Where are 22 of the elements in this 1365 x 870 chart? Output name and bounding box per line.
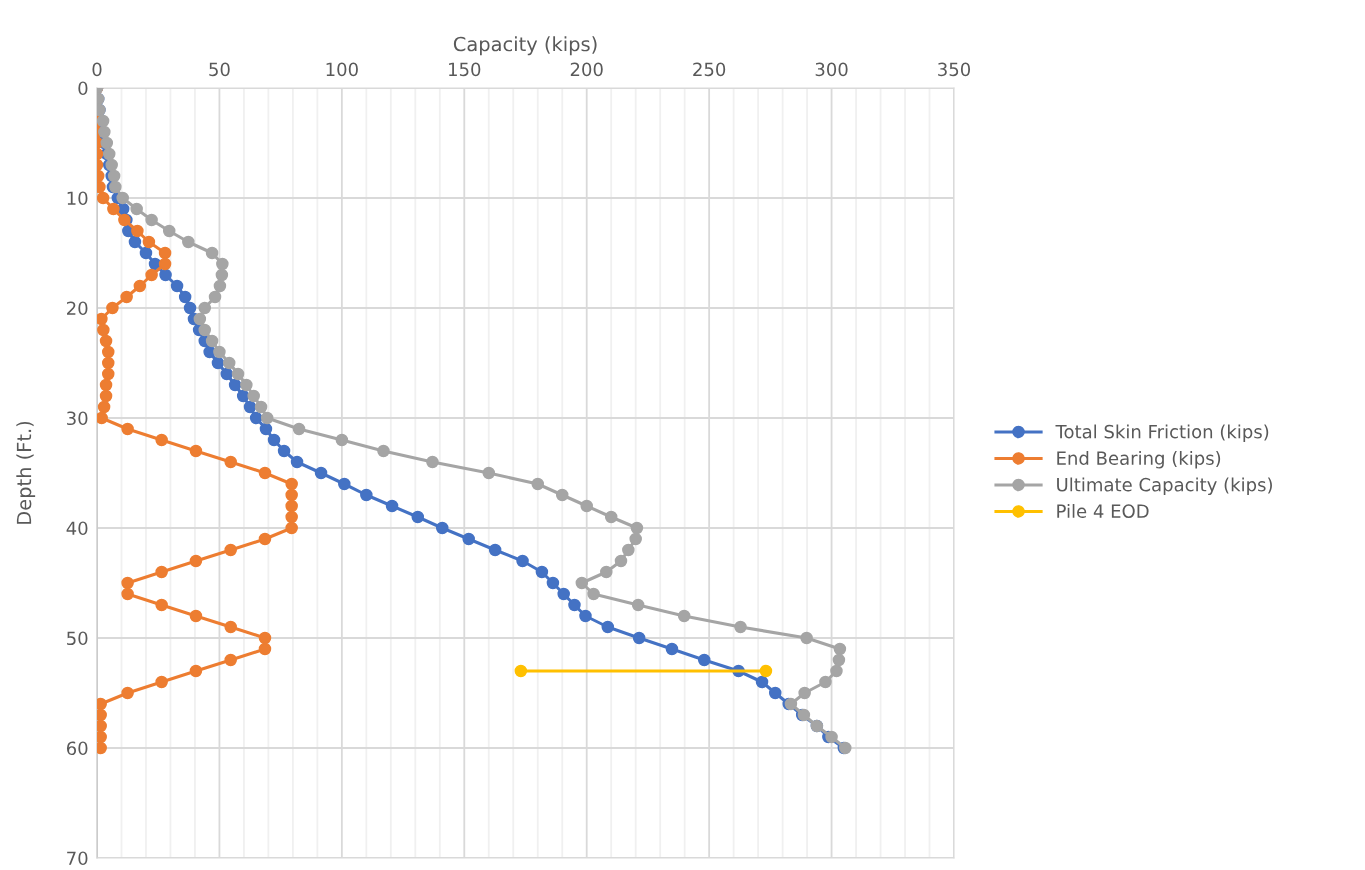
x-tick-label: 250	[693, 62, 726, 77]
legend-label: Pile 4 EOD	[1057, 504, 1149, 518]
x-tick-label: 50	[209, 62, 230, 77]
y-tick-label: 40	[66, 521, 88, 536]
y-tick-label: 70	[67, 851, 88, 866]
y-tick-label: 0	[78, 81, 88, 96]
x-tick-label: 100	[326, 62, 358, 77]
x-tick-label: 300	[815, 62, 848, 77]
y-tick-label: 60	[66, 741, 88, 756]
y-tick-label: 30	[67, 411, 88, 426]
y-tick-label: 20	[67, 301, 88, 316]
x-tick-label: 200	[570, 62, 603, 77]
legend-label: Total Skin Friction (kips)	[1055, 424, 1269, 442]
x-axis-title: Capacity (kips)	[453, 36, 597, 56]
y-axis-title: Depth (Ft.)	[16, 421, 36, 524]
legend-label: End Bearing (kips)	[1057, 451, 1221, 469]
legend-label: Ultimate Capacity (kips)	[1057, 477, 1272, 495]
y-tick-label: 50	[67, 631, 88, 646]
x-tick-label: 150	[449, 62, 481, 77]
x-tick-label: 350	[938, 62, 971, 77]
y-tick-label: 10	[67, 191, 88, 206]
x-tick-label: 0	[92, 62, 102, 77]
